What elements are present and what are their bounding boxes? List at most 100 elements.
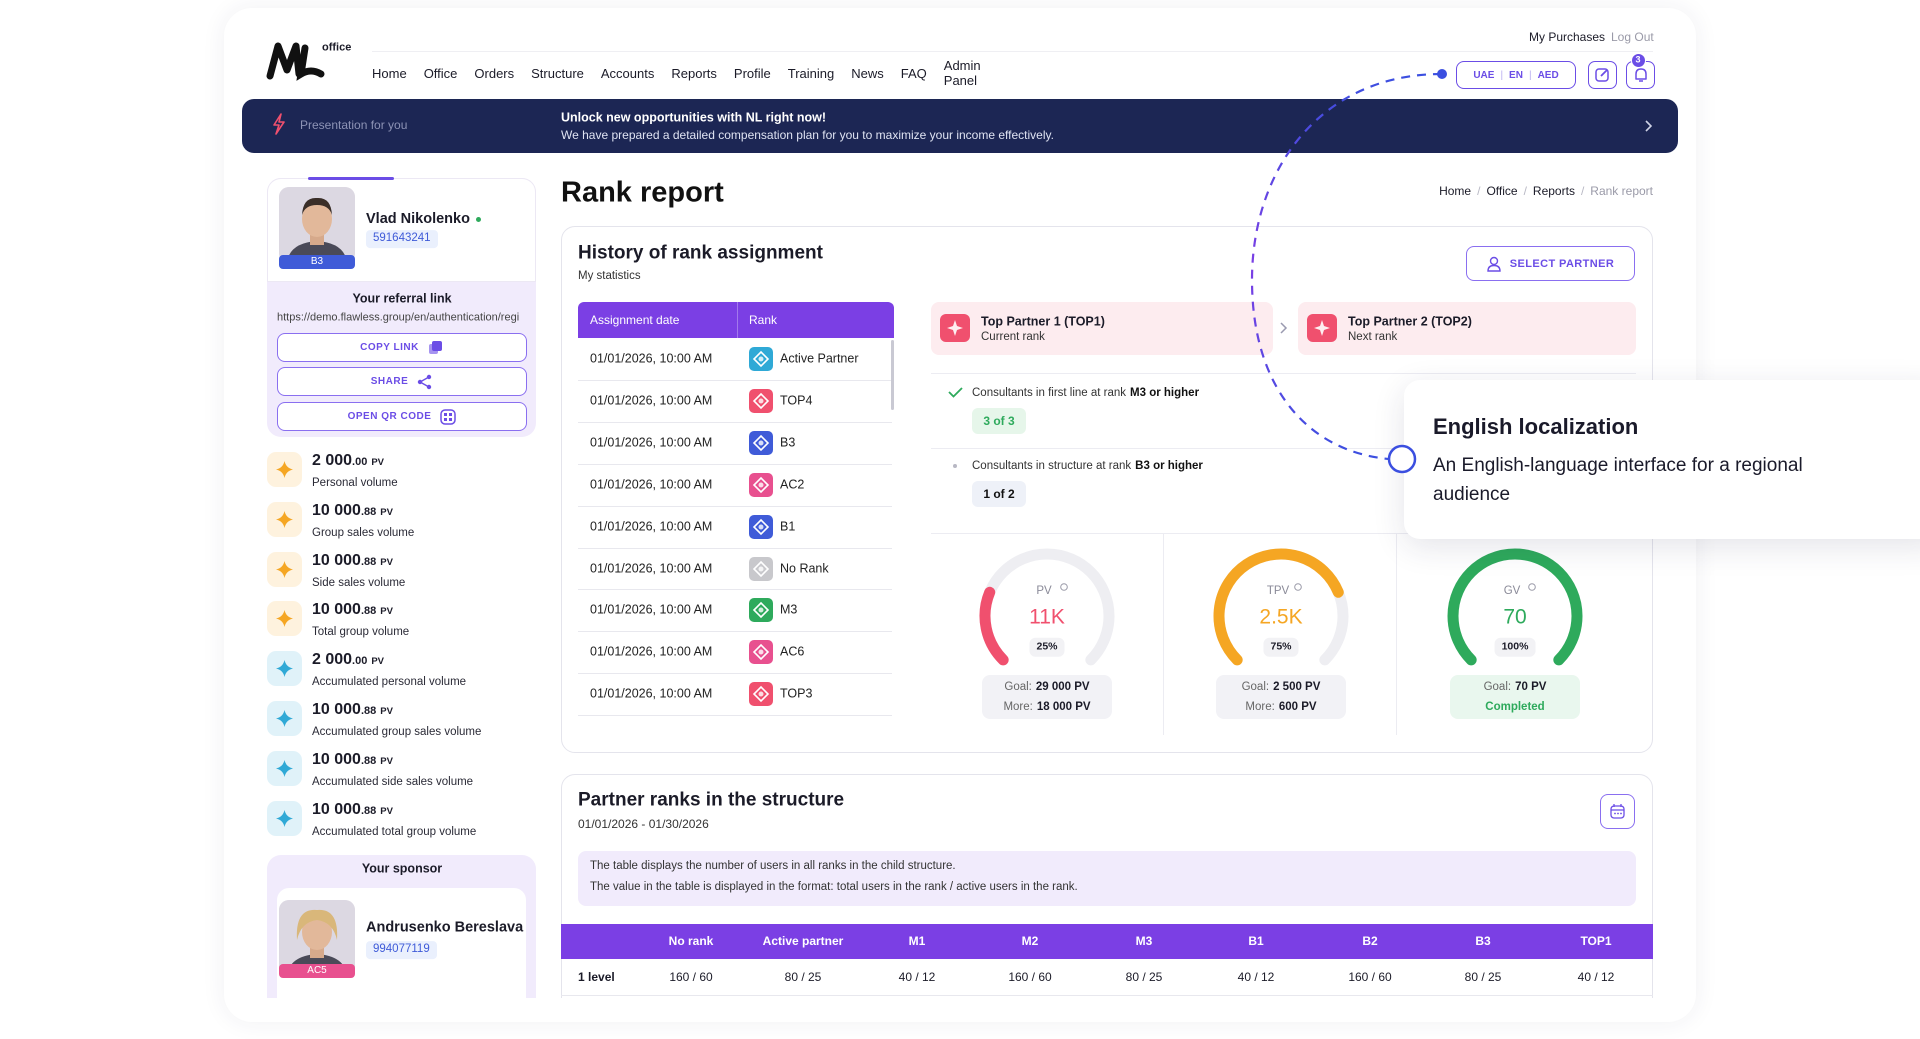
locale-item[interactable]: UAE: [1473, 69, 1495, 81]
app: office Home Office Orders Structure Accounts R…: [242, 29, 1678, 998]
locale-item[interactable]: AED: [1537, 69, 1559, 81]
profile-name-row: Vlad Nikolenko: [366, 209, 526, 229]
top-link[interactable]: My Purchases: [1529, 29, 1606, 44]
table-header-cell: Rank: [749, 312, 778, 327]
avatar-photo: [279, 187, 355, 263]
top-link[interactable]: Log Out: [1611, 29, 1654, 44]
rank-icon: [749, 514, 773, 539]
volume-unit: PV: [380, 556, 393, 568]
gauge-label: TPV: [1266, 585, 1290, 598]
nav-link[interactable]: Accounts: [600, 65, 655, 81]
select-partner-button[interactable]: SELECT PARTNER: [1466, 246, 1635, 281]
breadcrumb[interactable]: Office: [1486, 184, 1518, 198]
bell-icon: [1635, 68, 1647, 82]
condition-label: Consultants in structure at rank: [972, 460, 1132, 472]
gauge-percent: 25%: [1029, 637, 1065, 657]
volume-icon: [267, 452, 302, 487]
person-icon: [1487, 256, 1501, 272]
separator: /: [1523, 184, 1527, 198]
breadcrumb[interactable]: Reports: [1532, 184, 1575, 198]
volume-unit: PV: [380, 706, 393, 717]
volume-number: 2 000: [312, 452, 353, 469]
button-label[interactable]: COPY LINK: [360, 342, 419, 353]
note-box: [578, 851, 1636, 906]
divider: [931, 533, 1636, 534]
nav-link[interactable]: FAQ: [900, 65, 927, 81]
volume-decimals: .88: [360, 705, 377, 717]
goal-value: 2 500 PV: [1273, 681, 1321, 693]
condition-label: Consultants in first line at rank: [972, 387, 1127, 399]
profile-name: Vlad Nikolenko: [366, 211, 470, 227]
gauge-arc: [1447, 548, 1583, 666]
divider: [737, 302, 738, 338]
card-subtitle: My statistics: [578, 270, 641, 283]
goal-line: Goal: 29 000 PV: [982, 678, 1112, 696]
banner-text: We have prepared a detailed compensation…: [561, 127, 1054, 142]
nav-link[interactable]: Orders: [474, 65, 515, 81]
nav-link[interactable]: Home: [372, 65, 407, 81]
volume-decimals: .88: [360, 754, 377, 767]
nav-link[interactable]: Office: [423, 65, 458, 81]
volume-value: 10 000.88 PV: [312, 601, 512, 621]
check-icon: [948, 387, 963, 398]
button-label[interactable]: OPEN QR CODE: [347, 411, 432, 422]
rank-name: B3: [780, 435, 796, 450]
button-label[interactable]: SELECT PARTNER: [1509, 257, 1615, 270]
more-label: More:: [1003, 701, 1033, 713]
divider: [578, 421, 892, 423]
sponsor-id: 994077119: [366, 941, 437, 959]
note-line: The table displays the number of users i…: [590, 860, 956, 873]
rank-name: No Rank: [780, 561, 829, 575]
button-label[interactable]: SHARE: [370, 376, 409, 387]
ranks-table-cell: 160 / 60: [1008, 969, 1052, 984]
sidebar-button[interactable]: COPY LINK: [277, 333, 527, 362]
locale-switch[interactable]: UAE | EN | AED: [1456, 61, 1576, 89]
banner[interactable]: [242, 99, 1678, 153]
gauge-percent: 75%: [1263, 637, 1299, 657]
volume-unit: PV: [371, 457, 385, 468]
divider: [578, 631, 892, 633]
more-value: 18 000 PV: [1036, 701, 1091, 713]
breadcrumb[interactable]: Home: [1439, 184, 1472, 198]
volume-label: Total group volume: [312, 626, 410, 639]
goal-value: 70 PV: [1515, 681, 1547, 693]
rank-icon: [749, 347, 773, 371]
goal-box: [1216, 675, 1346, 719]
volume-label: Accumulated personal volume: [312, 676, 467, 689]
volume-glyph: [276, 759, 293, 777]
sidebar-button[interactable]: SHARE: [277, 367, 527, 396]
volume-glyph: [276, 461, 293, 478]
goal-line: Goal: 70 PV: [1450, 678, 1580, 696]
nav-link[interactable]: Reports: [671, 65, 717, 81]
nav-link[interactable]: Training: [787, 65, 835, 81]
volume-number: 10 000: [312, 601, 361, 619]
card-title: History of rank assignment: [578, 242, 823, 264]
volume-number: 10 000: [312, 501, 361, 519]
callout: [1404, 380, 1920, 539]
nav-link[interactable]: Profile: [733, 65, 771, 81]
divider: [931, 373, 1636, 374]
lightning-icon: [273, 113, 285, 135]
volume-number: 2 000: [312, 651, 353, 669]
card-title: Partner ranks in the structure: [578, 789, 845, 811]
nav-link[interactable]: News: [851, 65, 884, 81]
volume-unit: PV: [380, 506, 393, 518]
sidebar-button[interactable]: OPEN QR CODE: [277, 402, 527, 431]
rank-box-label: Next rank: [1348, 331, 1398, 344]
sponsor-name: Andrusenko Bereslava: [366, 919, 524, 936]
calendar-button[interactable]: [1600, 794, 1635, 829]
volume-glyph: [276, 610, 293, 628]
nav-link[interactable]: Structure: [531, 65, 584, 81]
gauge-value: 2.5K: [1259, 605, 1303, 629]
edit-button[interactable]: [1588, 61, 1617, 89]
button-icon: [428, 340, 442, 354]
condition-progress: 3 of 3: [972, 408, 1026, 434]
volume-unit: PV: [380, 606, 393, 618]
assignment-date: 01/01/2026, 10:00 AM: [590, 351, 713, 366]
nav-link[interactable]: Admin Panel: [943, 58, 981, 88]
locale-item[interactable]: EN: [1509, 69, 1523, 81]
volume-unit: PV: [371, 656, 385, 668]
separator: /: [1477, 184, 1481, 198]
condition-text: Consultants in structure at rank B3 or hi…: [972, 457, 1332, 475]
nav: Home Office Orders Structure Accounts Reports…: [372, 58, 981, 88]
